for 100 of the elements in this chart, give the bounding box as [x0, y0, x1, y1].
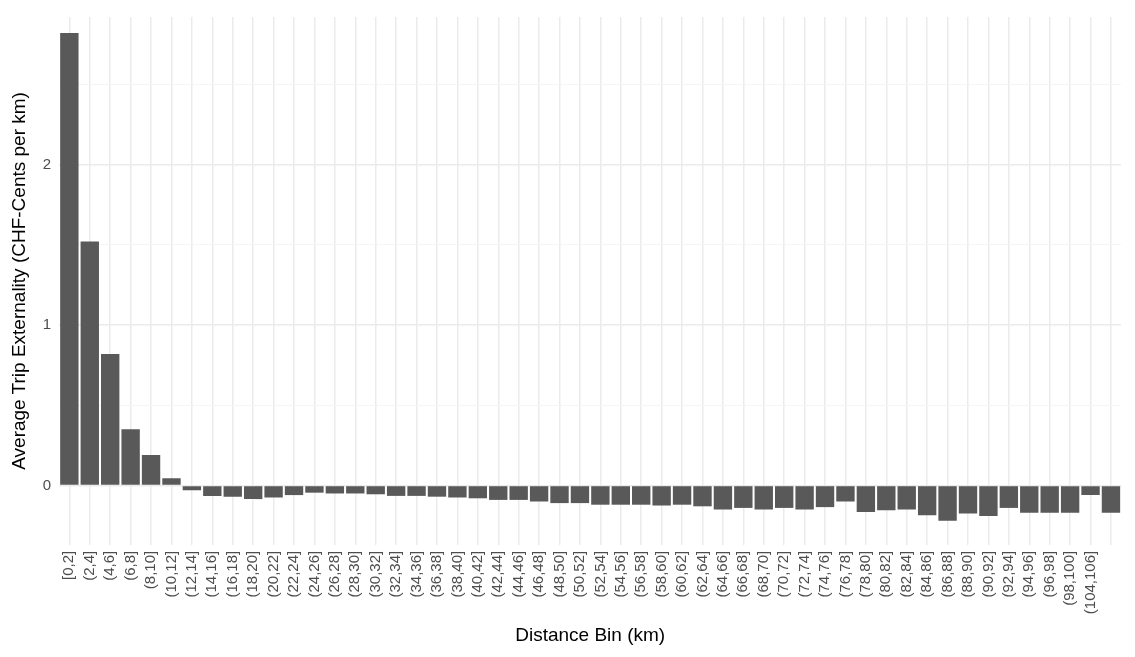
x-tick-label: (78,80]	[856, 550, 874, 598]
x-tick-label: (50,52]	[570, 550, 588, 598]
x-tick-label: (52,54]	[590, 550, 608, 598]
bar	[1020, 486, 1039, 513]
bar	[999, 486, 1019, 508]
bar	[1081, 486, 1100, 496]
x-tick-label: (16,18]	[222, 550, 240, 598]
x-tick-label: (96,98]	[1039, 550, 1057, 598]
bar	[774, 486, 794, 508]
bar	[795, 486, 814, 510]
x-tick-label: (72,74]	[794, 550, 812, 598]
x-tick-label: (54,56]	[610, 550, 628, 598]
bar	[938, 486, 957, 521]
bar	[877, 486, 896, 511]
x-tick-label: (68,70]	[753, 550, 771, 598]
x-tick-label: (82,84]	[896, 550, 914, 598]
bar	[509, 486, 528, 500]
x-tick-label: (36,38]	[427, 550, 445, 598]
x-tick-label: (86,88]	[937, 550, 955, 598]
x-tick-label: (76,78]	[835, 550, 853, 598]
bar	[917, 486, 937, 516]
bar	[815, 486, 835, 508]
x-tick-label: (62,64]	[692, 550, 710, 598]
x-tick-label: (44,46]	[508, 550, 526, 598]
bar	[652, 486, 671, 506]
bar	[427, 486, 447, 497]
bar	[305, 486, 324, 493]
x-tick-label: (10,12]	[161, 550, 179, 598]
bar	[713, 486, 733, 510]
bar	[591, 486, 610, 505]
bar	[836, 486, 855, 502]
x-tick-label: (42,44]	[488, 550, 506, 598]
x-tick-label: (24,26]	[304, 550, 322, 598]
x-tick-label: (90,92]	[978, 550, 996, 598]
bar	[1060, 486, 1080, 513]
bar	[284, 486, 304, 496]
bar	[550, 486, 569, 504]
x-tick-label: (4,6]	[100, 550, 118, 581]
bar	[80, 241, 99, 485]
bar	[958, 486, 978, 514]
x-tick-label: (26,28]	[325, 550, 342, 598]
bar	[632, 486, 651, 505]
y-tick-label: 0	[42, 475, 52, 493]
bar	[672, 486, 692, 505]
x-tick-label: (22,24]	[284, 550, 302, 598]
x-tick-label: (64,66]	[713, 550, 731, 598]
y-tick-label: 1	[42, 315, 52, 333]
bar	[325, 486, 345, 494]
x-tick-label: (2,4]	[79, 550, 97, 581]
bar	[734, 486, 753, 508]
x-tick-label: (80,82]	[876, 550, 894, 598]
x-tick-label: (38,40]	[447, 550, 465, 598]
x-tick-label: (74,76]	[815, 550, 833, 598]
x-tick-label: (98,100]	[1060, 550, 1078, 606]
bar	[489, 486, 508, 500]
x-tick-label: [0,2]	[59, 550, 77, 580]
x-tick-label: (84,86]	[917, 550, 935, 598]
bar	[611, 486, 630, 505]
bar	[529, 486, 549, 502]
bar	[386, 486, 406, 496]
x-tick-label: (32,34]	[386, 550, 404, 598]
x-tick-label: (66,68]	[733, 550, 751, 598]
bar	[121, 429, 140, 485]
bar	[141, 454, 161, 485]
bar	[693, 486, 712, 507]
bar	[203, 486, 222, 496]
bar	[897, 486, 916, 510]
x-tick-label: (48,50]	[549, 550, 567, 598]
bar	[1101, 486, 1121, 513]
x-tick-label: (20,22]	[263, 550, 281, 598]
bar	[366, 486, 385, 495]
x-tick-label: (104,106]	[1080, 550, 1098, 615]
bar	[754, 486, 773, 510]
bar	[101, 353, 120, 485]
x-axis-title: Distance Bin (km)	[515, 623, 666, 645]
bar	[223, 486, 242, 497]
bar	[264, 486, 283, 498]
x-tick-label: (28,30]	[345, 550, 363, 598]
bar	[346, 486, 365, 494]
x-tick-label: (6,8]	[120, 550, 138, 581]
bar	[162, 478, 181, 485]
x-tick-label: (46,48]	[529, 550, 547, 598]
x-tick-label: (12,14]	[182, 550, 200, 598]
x-tick-label: (34,36]	[406, 550, 424, 598]
y-tick-label: 2	[42, 154, 52, 172]
x-tick-label: (40,42]	[467, 550, 485, 598]
x-tick-label: (18,20]	[243, 550, 261, 598]
bar	[182, 486, 202, 491]
x-tick-label: (60,62]	[672, 550, 690, 598]
bar	[856, 486, 876, 512]
bar	[979, 486, 998, 516]
bar	[448, 486, 467, 498]
x-tick-label: (92,94]	[998, 550, 1016, 598]
bar	[243, 486, 263, 500]
bar	[570, 486, 590, 504]
bar	[1040, 486, 1059, 513]
x-tick-label: (94,96]	[1019, 550, 1037, 598]
bar	[60, 33, 79, 485]
bar	[468, 486, 488, 499]
x-tick-label: (30,32]	[365, 550, 383, 598]
